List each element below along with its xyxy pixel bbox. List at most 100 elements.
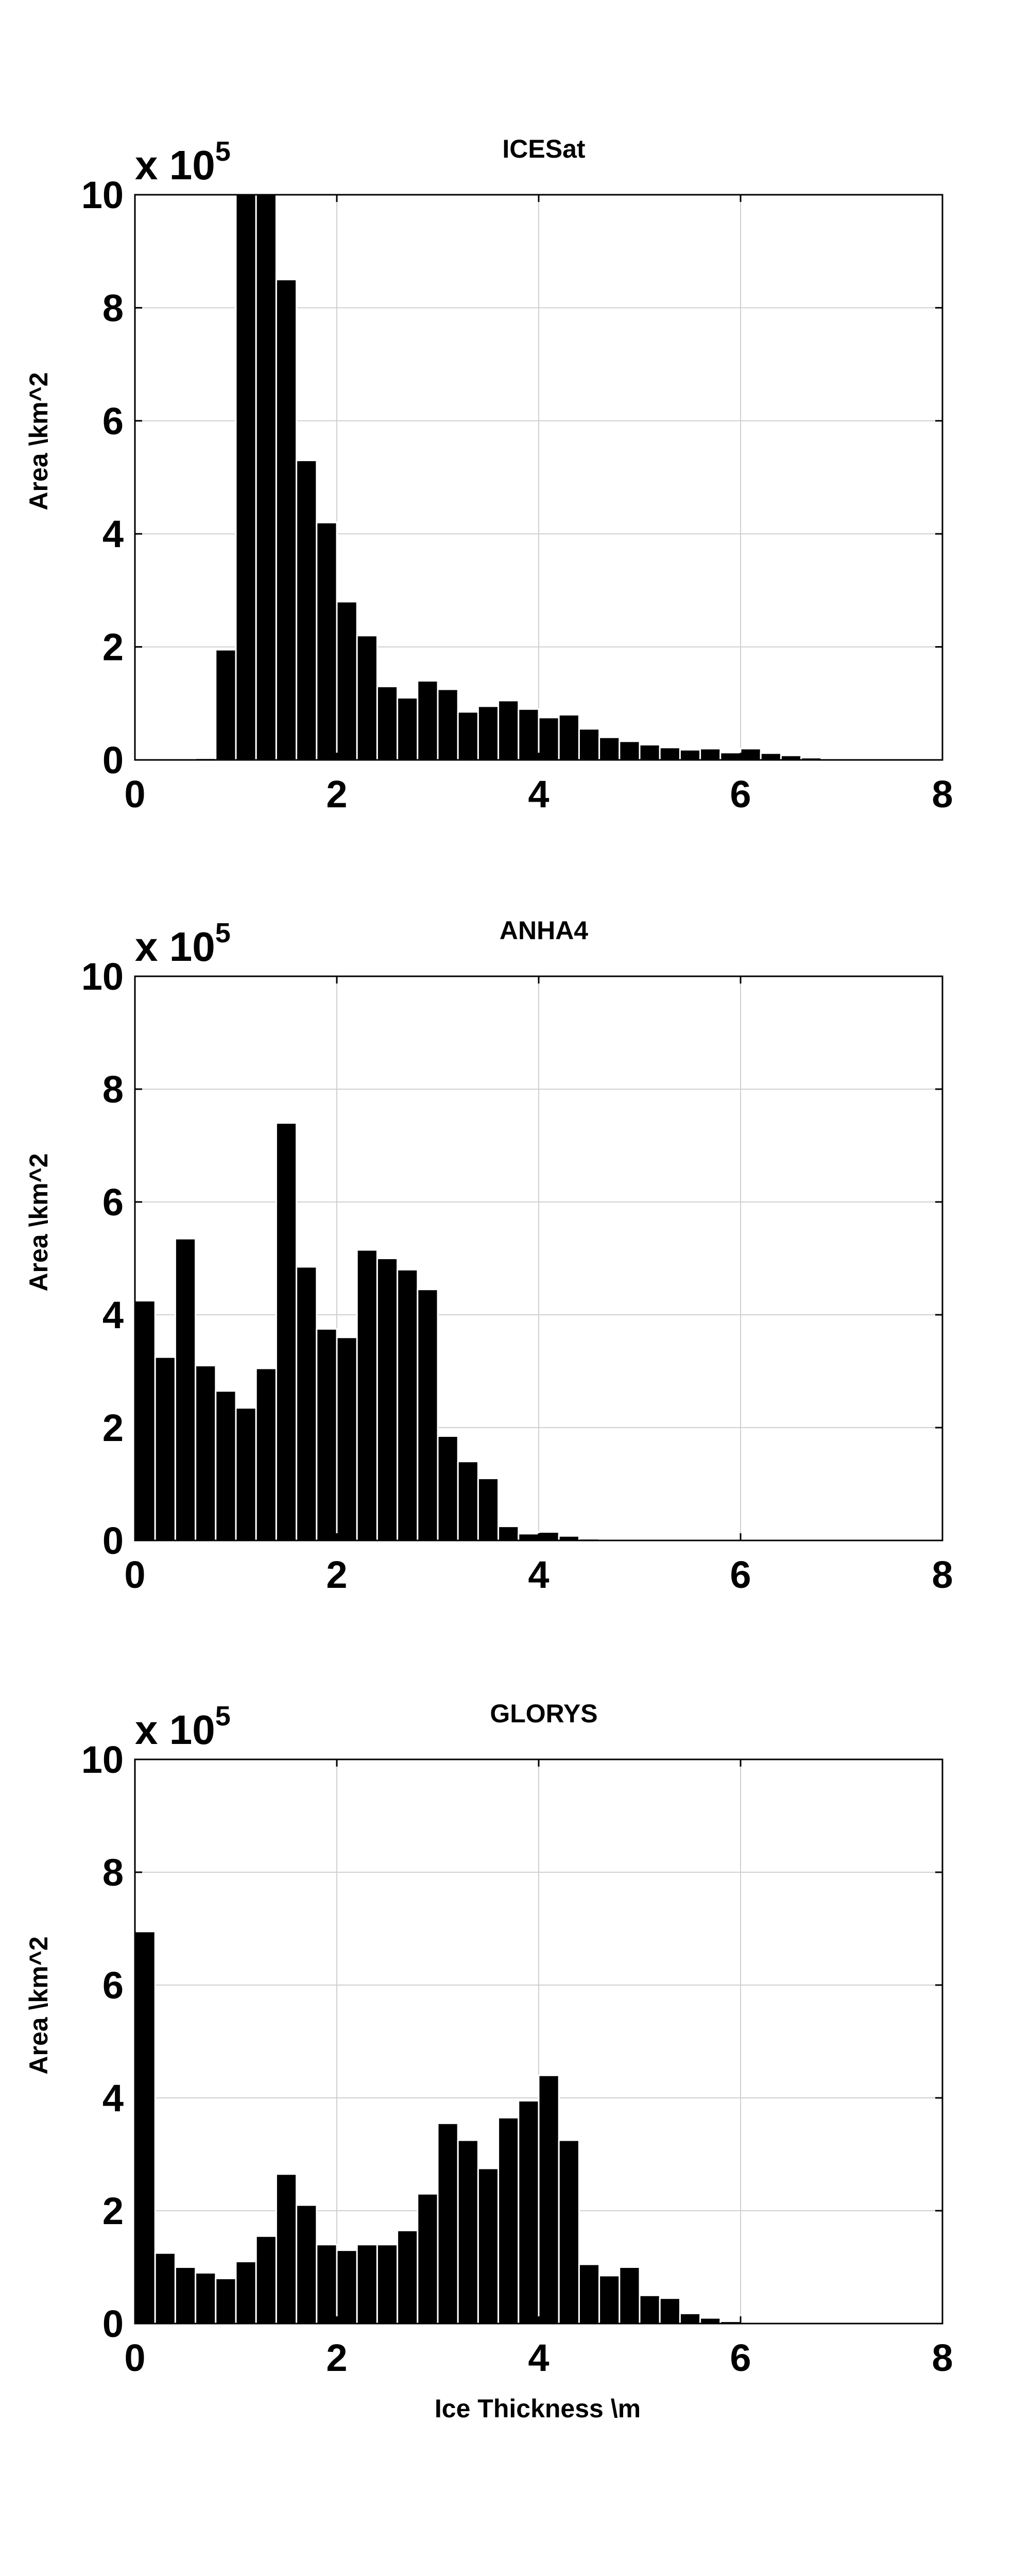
y-tick-label: 2 — [102, 626, 124, 669]
histogram-bar — [275, 279, 298, 761]
histogram-bar — [316, 521, 338, 761]
multiplier-exponent: 5 — [215, 136, 231, 167]
histogram-bar — [679, 749, 701, 761]
x-tick-label: 2 — [326, 1553, 347, 1596]
multiplier-exponent: 5 — [215, 918, 231, 948]
y-tick-label: 0 — [102, 1519, 124, 1562]
histogram-bar — [195, 1365, 217, 1541]
histogram-bar — [174, 1238, 197, 1541]
histogram-bar — [659, 2297, 681, 2325]
histogram-bar — [477, 2167, 500, 2325]
histogram-bar — [134, 1300, 156, 1541]
histogram-bar — [397, 1268, 419, 1541]
histogram-bar — [598, 2275, 621, 2325]
histogram-bar — [740, 748, 762, 761]
histogram-bar — [497, 1526, 520, 1541]
panel-title: GLORYS — [490, 1699, 597, 1728]
histogram-bar — [154, 1356, 176, 1541]
histogram-bar — [437, 2122, 459, 2325]
histogram-bar — [699, 748, 722, 761]
histogram-bar — [518, 1533, 540, 1541]
y-tick-label: 10 — [81, 1738, 124, 1781]
histogram-bar — [296, 1266, 318, 1541]
histogram-bar — [336, 1336, 358, 1541]
x-tick-label: 6 — [730, 2336, 751, 2379]
histogram-bar — [376, 2244, 399, 2325]
histogram-bar — [174, 2266, 197, 2325]
icesat-panel: ICESat Area \km^2 x 105 0 2 4 6 8 0 2 4 6 8 10 — [24, 134, 953, 816]
multiplier-label: x 105 — [135, 1701, 231, 1753]
histogram-bar — [255, 1367, 277, 1541]
histogram-bar — [477, 705, 500, 761]
y-tick-label: 8 — [102, 1851, 124, 1894]
multiplier-base: x 10 — [135, 924, 215, 970]
histogram-bar — [659, 747, 681, 761]
y-tick-label: 2 — [102, 2190, 124, 2232]
multiplier-label: x 105 — [135, 136, 231, 188]
histogram-bar — [538, 1531, 560, 1541]
histogram-bar — [477, 1478, 500, 1541]
histogram-bar — [417, 1289, 439, 1541]
x-tick-label: 0 — [124, 2336, 145, 2379]
histogram-bar — [719, 752, 742, 761]
histogram-bar — [558, 714, 580, 761]
x-tick-label: 8 — [932, 2336, 953, 2379]
histogram-bar — [538, 717, 560, 761]
histogram-bar — [679, 2312, 701, 2325]
histogram-bar — [578, 2263, 600, 2325]
histogram-bar — [518, 2099, 540, 2325]
y-tick-label: 6 — [102, 400, 124, 443]
y-tick-label: 4 — [102, 513, 124, 555]
plot-area — [134, 194, 943, 761]
histogram-bar — [356, 635, 378, 761]
histogram-bar — [760, 752, 782, 761]
x-tick-label: 6 — [730, 773, 751, 816]
histogram-bar — [397, 697, 419, 761]
histogram-bar — [275, 2173, 298, 2325]
histogram-bar — [215, 1390, 237, 1541]
histogram-bar — [215, 2277, 237, 2325]
histogram-bar — [497, 700, 520, 761]
y-tick-label: 6 — [102, 1181, 124, 1224]
histogram-bar — [275, 1122, 298, 1541]
y-tick-label: 8 — [102, 286, 124, 329]
histogram-bar — [417, 680, 439, 761]
histogram-bar — [538, 2074, 560, 2325]
histogram-bar — [235, 2261, 257, 2325]
multiplier-base: x 10 — [135, 1707, 215, 1753]
histogram-bar — [457, 1461, 479, 1541]
y-axis-label: Area \km^2 — [24, 372, 53, 510]
histogram-bar — [397, 2229, 419, 2325]
histogram-bar — [356, 2244, 378, 2325]
x-tick-label: 4 — [528, 773, 549, 816]
histogram-bar — [457, 2139, 479, 2325]
histogram-bar — [296, 2204, 318, 2325]
histogram-bar — [336, 2249, 358, 2325]
y-axis-label: Area \km^2 — [24, 1936, 53, 2074]
histogram-bar — [195, 2272, 217, 2325]
histogram-bar — [296, 460, 318, 761]
histogram-bar — [578, 728, 600, 761]
x-tick-label: 2 — [326, 773, 347, 816]
x-tick-label: 2 — [326, 2336, 347, 2379]
plot-area — [134, 1758, 943, 2325]
histogram-bar — [376, 685, 399, 761]
y-tick-label: 8 — [102, 1068, 124, 1111]
histogram-bar — [437, 688, 459, 761]
y-tick-label: 4 — [102, 1294, 124, 1336]
histogram-bar — [154, 2252, 176, 2325]
panel-title: ICESat — [502, 134, 586, 163]
histogram-bar — [376, 1258, 399, 1541]
histogram-bar — [558, 2139, 580, 2325]
anha4-panel: ANHA4 Area \km^2 x 105 0 2 4 6 8 0 2 4 6 8 10 — [24, 916, 953, 1596]
histogram-bar — [336, 601, 358, 761]
histogram-bar — [639, 2294, 661, 2325]
y-tick-label: 6 — [102, 1964, 124, 2007]
x-tick-label: 0 — [124, 773, 145, 816]
multiplier-base: x 10 — [135, 142, 215, 188]
histogram-bar — [134, 1930, 156, 2325]
histogram-bar — [518, 708, 540, 761]
y-tick-label: 4 — [102, 2077, 124, 2120]
glorys-panel: GLORYS Area \km^2 Ice Thickness \m x 105… — [24, 1699, 953, 2423]
